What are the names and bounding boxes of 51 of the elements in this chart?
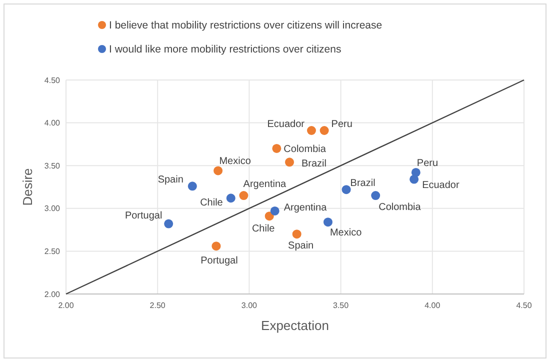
annotation: Portugal <box>200 256 238 267</box>
annotation: Chile <box>252 224 276 235</box>
point <box>371 191 380 200</box>
point <box>270 206 280 216</box>
point <box>226 194 236 203</box>
point <box>285 158 294 167</box>
point <box>292 230 302 239</box>
point <box>164 219 174 228</box>
annotation: Chile <box>200 198 224 209</box>
annotation: Argentina <box>284 202 328 214</box>
x-tick-label: 4.00 <box>424 301 441 310</box>
legend-label: I believe that mobility restrictions over citizens will increase <box>109 20 382 32</box>
point <box>272 144 282 153</box>
y-tick-label: 2.50 <box>44 247 61 256</box>
point <box>239 191 248 200</box>
annotation: Portugal <box>124 210 162 222</box>
point <box>320 126 329 136</box>
x-tick-label: 2.50 <box>150 301 166 310</box>
y-tick-label: 4.50 <box>44 76 61 85</box>
annotation: Brazil <box>302 158 327 170</box>
point <box>188 182 197 191</box>
point <box>212 242 221 251</box>
annotation: Mexico <box>330 228 362 239</box>
annotation: Colombia <box>378 202 422 214</box>
annotation: Peru <box>331 119 352 130</box>
annotation: Mexico <box>219 156 252 168</box>
x-tick-label: 3.50 <box>333 301 350 310</box>
annotation: Colombia <box>284 144 326 155</box>
y-tick-label: 4.00 <box>44 118 61 128</box>
y-tick-label: 2.00 <box>44 290 61 299</box>
annotation: Argentina <box>243 179 287 190</box>
annotation: Spain <box>288 240 314 252</box>
point <box>306 126 316 136</box>
annotation: Brazil <box>350 178 376 190</box>
y-tick-label: 3.50 <box>44 161 61 170</box>
x-tick-label: 4.50 <box>516 301 532 310</box>
annotation: Spain <box>158 174 184 186</box>
x-tick-label: 2.00 <box>58 301 74 310</box>
point <box>264 212 274 221</box>
x-axis-title: Expectation <box>261 318 329 333</box>
y-axis-title: Desire <box>20 168 35 206</box>
annotation: Ecuador <box>422 180 460 191</box>
annotation: Peru <box>416 158 438 169</box>
legend-label: I would like more mobility restrictions over citizens <box>109 44 342 56</box>
y-tick-label: 3.00 <box>44 204 61 214</box>
point <box>410 174 419 184</box>
point <box>214 166 223 176</box>
point <box>342 185 351 194</box>
annotation: Ecuador <box>267 119 306 130</box>
point <box>323 218 332 227</box>
x-tick-label: 3.00 <box>241 301 258 310</box>
